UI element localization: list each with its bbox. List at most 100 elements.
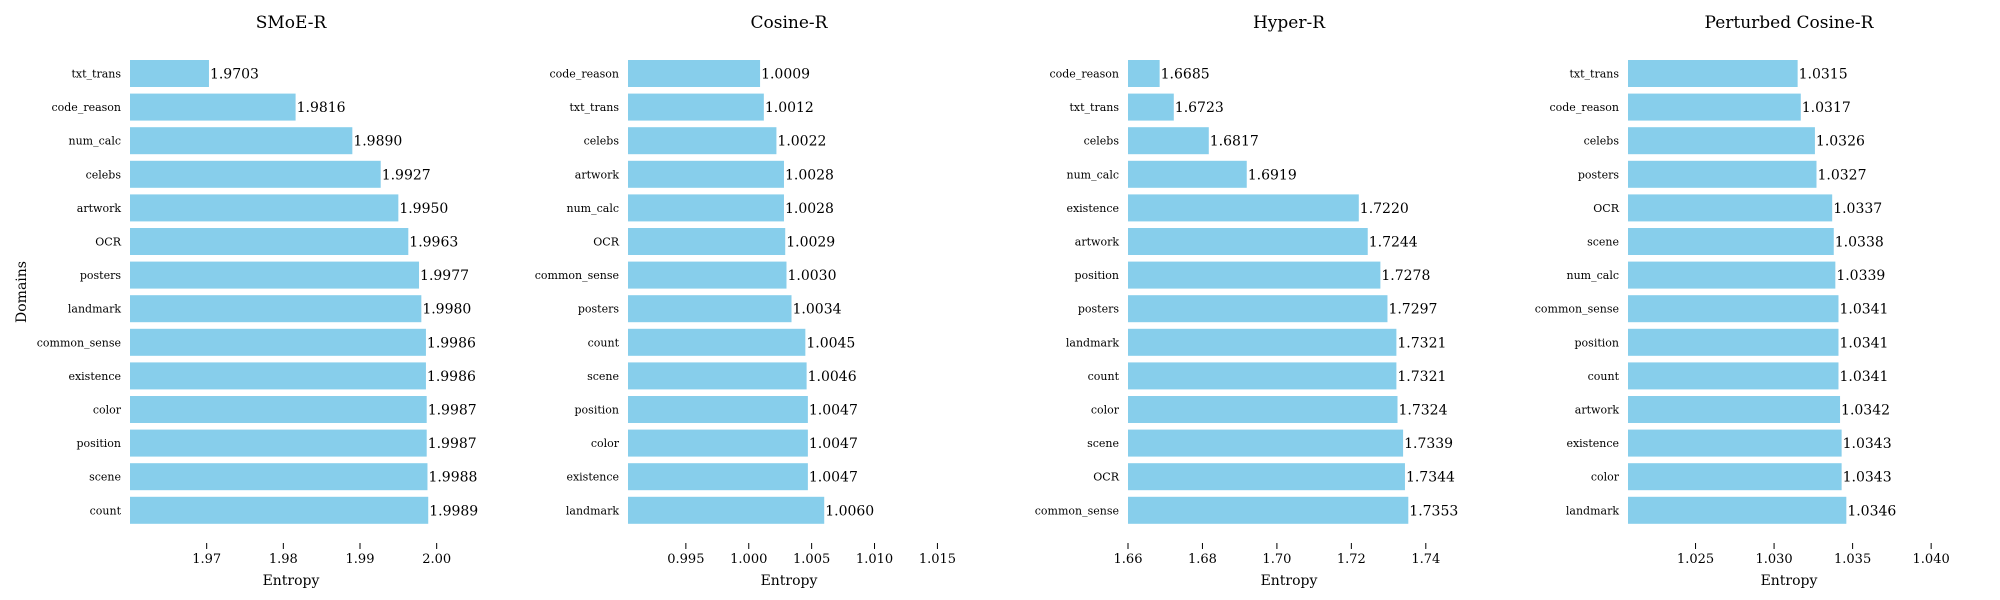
chart-panel-2: Cosine-R code_reason 1.0009 txt_trans 1.0012… [535, 13, 956, 589]
bar-OCR [1628, 194, 1833, 222]
bar-value-label: 1.0343 [1843, 470, 1892, 486]
y-tick-label: color [1091, 404, 1120, 417]
y-tick-label: position [77, 437, 121, 450]
x-tick-label: 1.040 [1913, 552, 1950, 567]
y-tick-label: num_calc [1567, 269, 1620, 282]
bar-value-label: 1.0047 [809, 470, 858, 486]
y-tick-label: txt_trans [71, 68, 121, 81]
y-tick-label: landmark [68, 303, 121, 316]
y-tick-label: position [1575, 336, 1619, 349]
bar-scene [1128, 429, 1404, 457]
bar-value-label: 1.9977 [420, 268, 469, 284]
bar-value-label: 1.6685 [1161, 67, 1210, 83]
chart-title: Hyper-R [1253, 13, 1326, 33]
bar-artwork [130, 194, 399, 222]
y-tick-label: posters [1578, 168, 1619, 181]
x-tick-label: 0.995 [667, 552, 704, 567]
bar-value-label: 1.6723 [1175, 100, 1224, 116]
y-tick-label: code_reason [549, 68, 619, 81]
bar-scene [628, 362, 807, 390]
x-tick-label: 1.99 [346, 552, 375, 567]
bar-value-label: 1.7278 [1381, 268, 1430, 284]
y-tick-label: celebs [1584, 135, 1620, 148]
bar-common_sense [628, 261, 787, 289]
bar-value-label: 1.0341 [1839, 335, 1888, 351]
bar-posters [628, 295, 792, 323]
x-tick-label: 1.025 [1677, 552, 1714, 567]
y-tick-label: existence [1066, 202, 1119, 215]
y-tick-label: color [93, 404, 122, 417]
x-tick-label: 1.66 [1114, 552, 1143, 567]
bar-posters [130, 261, 420, 289]
bar-OCR [130, 228, 409, 255]
y-tick-label: celebs [584, 135, 620, 148]
x-tick-label: 1.72 [1337, 552, 1366, 567]
bar-color [1628, 463, 1842, 491]
y-tick-label: landmark [566, 504, 619, 517]
bar-existence [130, 362, 426, 390]
bar-landmark [628, 496, 825, 524]
y-tick-label: txt_trans [569, 101, 619, 114]
bar-code_reason [628, 60, 761, 87]
bar-value-label: 1.9988 [428, 470, 477, 486]
y-tick-label: landmark [1066, 336, 1119, 349]
x-axis-label: Entropy [263, 573, 320, 589]
y-tick-label: txt_trans [1069, 101, 1119, 114]
bar-num_calc [1628, 261, 1836, 289]
y-tick-label: celebs [86, 168, 122, 181]
bar-value-label: 1.0341 [1839, 369, 1888, 385]
bar-value-label: 1.6817 [1210, 134, 1259, 150]
y-tick-label: count [1588, 370, 1620, 383]
bar-artwork [1628, 396, 1841, 423]
y-tick-label: OCR [1093, 471, 1119, 484]
bar-value-label: 1.0028 [785, 167, 834, 183]
bar-value-label: 1.0047 [809, 403, 858, 419]
bar-celebs [1628, 127, 1815, 155]
bar-value-label: 1.7344 [1406, 470, 1455, 486]
y-tick-label: artwork [575, 168, 620, 181]
bar-existence [628, 463, 808, 491]
y-tick-label: landmark [1566, 504, 1619, 517]
y-tick-label: OCR [593, 236, 619, 249]
y-tick-label: artwork [1075, 236, 1120, 249]
bar-value-label: 1.0338 [1835, 235, 1884, 251]
bar-OCR [628, 228, 786, 255]
y-tick-label: artwork [1575, 404, 1620, 417]
bar-common_sense [130, 328, 426, 356]
bar-value-label: 1.7339 [1404, 436, 1453, 452]
bar-landmark [130, 295, 422, 323]
bar-value-label: 1.0327 [1817, 167, 1866, 183]
bar-artwork [1128, 228, 1368, 255]
x-tick-label: 1.68 [1188, 552, 1217, 567]
y-tick-label: count [588, 336, 620, 349]
bar-value-label: 1.0022 [777, 134, 826, 150]
bar-value-label: 1.0028 [785, 201, 834, 217]
y-tick-label: artwork [77, 202, 122, 215]
bar-landmark [1128, 328, 1397, 356]
bar-existence [1128, 194, 1359, 222]
bar-common_sense [1128, 496, 1409, 524]
bar-value-label: 1.9989 [429, 503, 478, 519]
x-tick-label: 1.98 [269, 552, 298, 567]
bar-value-label: 1.7297 [1388, 302, 1437, 318]
chart-panel-3: Hyper-R code_reason 1.6685 txt_trans 1.6723 c… [1035, 13, 1459, 589]
x-tick-label: 1.70 [1262, 552, 1291, 567]
bar-position [628, 396, 808, 423]
bar-txt_trans [1628, 60, 1798, 87]
y-tick-label: common_sense [1035, 504, 1119, 517]
y-tick-label: OCR [95, 236, 121, 249]
bar-value-label: 1.0346 [1847, 503, 1896, 519]
bar-value-label: 1.0012 [765, 100, 814, 116]
x-tick-label: 2.00 [422, 552, 451, 567]
bar-value-label: 1.0009 [761, 67, 810, 83]
bar-value-label: 1.0315 [1799, 67, 1848, 83]
y-tick-label: OCR [1593, 202, 1619, 215]
y-tick-label: posters [1078, 303, 1119, 316]
y-tick-label: txt_trans [1569, 68, 1619, 81]
y-tick-label: existence [68, 370, 121, 383]
y-tick-label: scene [1087, 437, 1119, 450]
bar-txt_trans [1128, 93, 1174, 121]
y-tick-label: code_reason [1049, 68, 1119, 81]
bar-value-label: 1.9950 [399, 201, 448, 217]
y-tick-label: common_sense [37, 336, 121, 349]
